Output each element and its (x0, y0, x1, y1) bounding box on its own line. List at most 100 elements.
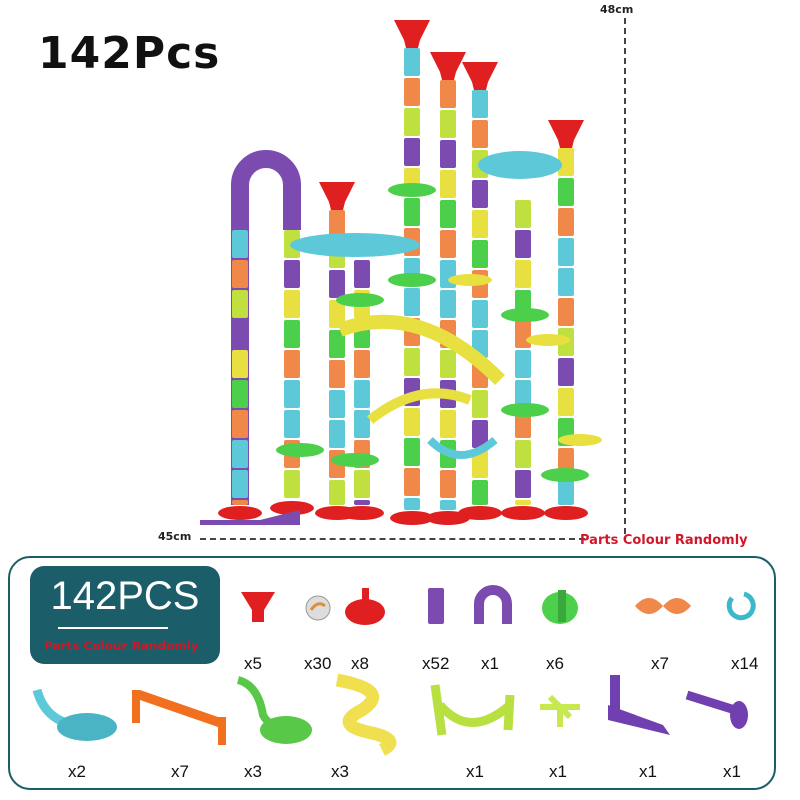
tube-segment (440, 140, 456, 168)
part-count: x8 (351, 654, 369, 673)
tube-segment (472, 300, 488, 328)
swirl-platform (448, 274, 492, 286)
part-count: x30 (304, 654, 332, 673)
part-count: x14 (731, 654, 759, 673)
tube-segment (515, 230, 531, 258)
funnel-part (241, 592, 275, 622)
tube-segment (440, 470, 456, 498)
tube-segment (329, 210, 345, 238)
spiral-funnel-icon (345, 599, 385, 625)
tube-segment (558, 208, 574, 236)
part-count: x3 (331, 762, 349, 781)
tube-segment (515, 500, 531, 505)
tube-icon (428, 588, 444, 624)
tube-segment (354, 260, 370, 288)
part-count: x6 (546, 654, 564, 673)
title: 142Pcs (38, 28, 221, 79)
marble-part (305, 595, 331, 621)
tube-segment (232, 350, 248, 378)
tube-segment (558, 388, 574, 416)
funnel (548, 120, 584, 148)
tube-segment (404, 198, 420, 226)
tube-segment (232, 470, 248, 498)
launcher-base-icon (608, 705, 670, 735)
u-tube (231, 150, 301, 505)
launcher-base (200, 510, 300, 525)
cradle-part (430, 684, 515, 736)
tube-segment (284, 260, 300, 288)
badge-title: 142PCS (50, 574, 200, 618)
cross-connector-part (540, 694, 580, 727)
tube-segment (515, 410, 531, 438)
clip-icon (726, 591, 756, 621)
tube-segment (329, 420, 345, 448)
plunger-icon (685, 690, 737, 715)
base-plate (458, 506, 502, 520)
swirl-platform (541, 468, 589, 482)
curve-chute-icon (260, 716, 312, 744)
tube-segment (558, 358, 574, 386)
tube-segment (472, 450, 488, 478)
swirl-platform (331, 453, 379, 467)
tube-segment (472, 480, 488, 505)
part-count: x52 (422, 654, 450, 673)
swirl-stem (558, 590, 566, 622)
base-plate (501, 506, 545, 520)
tube-segment (472, 90, 488, 118)
tube-segment (232, 290, 248, 318)
launcher-post (610, 675, 620, 710)
swirl-platform (501, 308, 549, 322)
wave-slide (366, 388, 472, 424)
tube-segment (440, 170, 456, 198)
funnel (430, 52, 466, 80)
part-count: x2 (68, 762, 86, 781)
tube-segment (232, 410, 248, 438)
plunger-part (685, 690, 748, 729)
part-count: x3 (244, 762, 262, 781)
tube-segment (558, 148, 574, 176)
plunger-head (730, 701, 748, 729)
funnel (394, 20, 430, 48)
width-dimension-line (200, 538, 585, 540)
badge-note: Parts Colour Randomly (44, 639, 199, 653)
parts-panel (8, 556, 776, 790)
tube-segment (232, 500, 248, 505)
part-count: x7 (171, 762, 189, 781)
bridge-part (132, 690, 226, 745)
tube-segment (232, 320, 248, 348)
bridge-icon (132, 690, 226, 745)
tube-segment (284, 410, 300, 438)
part-count: x1 (466, 762, 484, 781)
tube-segment (440, 500, 456, 510)
tube-segment (404, 438, 420, 466)
bowl-slide-icon (57, 713, 117, 741)
tube-segment (472, 390, 488, 418)
u-tube-icon (474, 585, 512, 624)
base-plate (544, 506, 588, 520)
tube-segment (558, 178, 574, 206)
tube-segment (284, 290, 300, 318)
swirl-platform (558, 434, 602, 446)
wave-slide (337, 314, 505, 385)
part-count: x1 (481, 654, 499, 673)
tube-segment (404, 108, 420, 136)
swirl-platform (501, 403, 549, 417)
tube-segment (440, 290, 456, 318)
cradle-icon (430, 684, 515, 736)
swirl-platform (388, 273, 436, 287)
clip-part (726, 591, 756, 621)
tube-segment (440, 230, 456, 258)
swirl-platform (526, 334, 570, 346)
tube-segment (558, 238, 574, 266)
tube-segment (472, 420, 488, 448)
launcher-base-part (608, 675, 670, 735)
marble-icon (305, 595, 331, 621)
tube-segment (515, 200, 531, 228)
tube-segment (404, 138, 420, 166)
tube-segment (440, 350, 456, 378)
piece-count-badge: 142PCS Parts Colour Randomly (30, 566, 220, 664)
tube-segment (404, 348, 420, 376)
tube-segment (404, 78, 420, 106)
tube-segment (472, 240, 488, 268)
